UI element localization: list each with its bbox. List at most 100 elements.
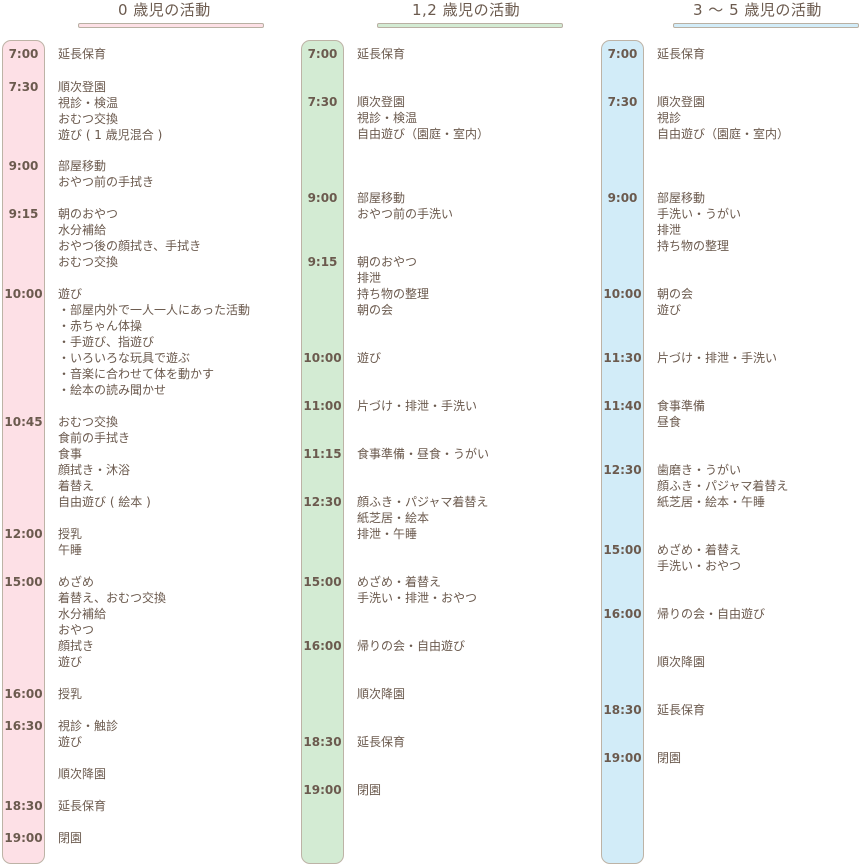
entry-activities: 延長保育 — [657, 702, 705, 718]
entry-time: 9:00 — [8, 159, 39, 173]
entry-time: 7:30 — [607, 95, 638, 109]
activity-line: おむつ交換 — [58, 112, 119, 126]
activity-line: 視診・触診 — [58, 719, 119, 733]
activity-line: めざめ — [58, 575, 95, 589]
activity-line: 顔拭き — [58, 639, 95, 653]
entry-time: 12:00 — [4, 527, 43, 541]
column-age-0: 0 歳児の活動 7:00 延長保育 7:30 順次登園 視診・検温 おむつ交換 遊び ( 1… — [2, 0, 282, 867]
entry-activities: 延長保育 — [58, 798, 106, 814]
entry-activities: 部屋移動 おやつ前の手拭き — [58, 158, 154, 190]
entry-time: 9:15 — [307, 255, 338, 269]
entry-activities: 片づけ・排泄・手洗い — [657, 350, 777, 366]
time-bar — [301, 40, 344, 864]
activity-line: 朝の会 — [357, 303, 394, 317]
activity-line: 紙芝居・絵本・午睡 — [657, 495, 766, 509]
entry-time: 19:00 — [4, 831, 43, 845]
activity-line: ・いろいろな玩具で遊ぶ — [58, 351, 191, 365]
activity-line: 自由遊び（園庭・室内） — [357, 127, 490, 141]
activity-line: 順次降園 — [58, 767, 107, 781]
activity-line: ・音楽に合わせて体を動かす — [58, 367, 215, 381]
activity-line: 部屋移動 — [357, 191, 406, 205]
activity-line: 延長保育 — [357, 735, 406, 749]
entry-time: 9:15 — [8, 207, 39, 221]
activity-line: 排泄 — [657, 223, 682, 237]
entry-time: 7:00 — [607, 47, 638, 61]
entry-time: 11:00 — [303, 399, 342, 413]
activity-line: 延長保育 — [657, 47, 706, 61]
activity-line: めざめ・着替え — [657, 543, 742, 557]
activity-line: 顔ふき・パジャマ着替え — [657, 479, 789, 493]
entry-time: 10:45 — [4, 415, 43, 429]
activity-line: 顔拭き・沐浴 — [58, 463, 131, 477]
entry-activities: 遊び — [357, 350, 381, 366]
column-age-3-5: 3 〜 5 歳児の活動 7:00 延長保育 7:30 順次登園 視診 自由遊び（園庭・室内… — [601, 0, 860, 867]
entry-time: 18:30 — [603, 703, 642, 717]
entry-activities: 順次登園 視診・検温 自由遊び（園庭・室内） — [357, 94, 489, 142]
activity-line: 順次登園 — [58, 80, 107, 94]
activity-line: 部屋移動 — [58, 159, 107, 173]
title-underline — [673, 23, 859, 28]
entry-activities: 片づけ・排泄・手洗い — [357, 398, 477, 414]
activity-line: めざめ・着替え — [357, 575, 442, 589]
activity-line: 自由遊び ( 絵本 ) — [58, 495, 151, 509]
activity-line: 順次登園 — [657, 95, 706, 109]
entry-activities: 視診・触診 遊び — [58, 718, 118, 750]
entry-time: 16:30 — [4, 719, 43, 733]
column-title: 0 歳児の活動 — [118, 1, 211, 19]
entry-time: 19:00 — [603, 751, 642, 765]
column-age-1-2: 1,2 歳児の活動 7:00 延長保育 7:30 順次登園 視診・検温 自由遊び（園庭・室… — [301, 0, 581, 867]
entry-activities: 朝のおやつ 排泄 持ち物の整理 朝の会 — [357, 254, 429, 318]
entry-activities: おむつ交換 食前の手拭き 食事 顔拭き・沐浴 着替え 自由遊び ( 絵本 ) — [58, 414, 151, 510]
activity-line: 自由遊び（園庭・室内） — [657, 127, 790, 141]
time-bar — [2, 40, 45, 864]
entry-activities: 食事準備・昼食・うがい — [357, 446, 489, 462]
entry-activities: 遊び ・部屋内外で一人一人にあった活動 ・赤ちゃん体操 ・手遊び、指遊び ・いろいろな玩… — [58, 286, 250, 398]
entry-time: 7:00 — [307, 47, 338, 61]
activity-line: 持ち物の整理 — [357, 287, 430, 301]
activity-line: ・絵本の読み聞かせ — [58, 383, 167, 397]
entry-time: 15:00 — [4, 575, 43, 589]
activity-line: 着替え — [58, 479, 95, 493]
activity-line: 顔ふき・パジャマ着替え — [357, 495, 489, 509]
activity-line: 部屋移動 — [657, 191, 706, 205]
activity-line: 視診 — [657, 111, 682, 125]
activity-line: 排泄・午睡 — [357, 527, 418, 541]
activity-line: 順次降園 — [357, 687, 406, 701]
activity-line: 視診・検温 — [58, 96, 119, 110]
entry-activities: 延長保育 — [357, 734, 405, 750]
activity-line: 遊び — [58, 655, 83, 669]
activity-line: 食事準備・昼食・うがい — [357, 447, 490, 461]
entry-time: 9:00 — [607, 191, 638, 205]
entry-time: 16:00 — [4, 687, 43, 701]
activity-line: ・部屋内外で一人一人にあった活動 — [58, 303, 251, 317]
activity-line: 遊び — [657, 303, 682, 317]
activity-line: 授乳 — [58, 527, 83, 541]
entry-activities: 部屋移動 おやつ前の手洗い — [357, 190, 453, 222]
activity-line: ・赤ちゃん体操 — [58, 319, 143, 333]
entry-activities: 延長保育 — [657, 46, 705, 62]
activity-line: 朝のおやつ — [357, 255, 418, 269]
entry-activities: 帰りの会・自由遊び — [657, 606, 765, 622]
entry-activities: 順次降園 — [58, 766, 106, 782]
entry-activities: 部屋移動 手洗い・うがい 排泄 持ち物の整理 — [657, 190, 741, 254]
activity-line: 遊び — [357, 351, 382, 365]
activity-line: おやつ — [58, 623, 95, 637]
entry-activities: めざめ・着替え 手洗い・排泄・おやつ — [357, 574, 477, 606]
activity-line: 帰りの会・自由遊び — [657, 607, 766, 621]
entry-activities: めざめ・着替え 手洗い・おやつ — [657, 542, 741, 574]
activity-line: 延長保育 — [357, 47, 406, 61]
entry-time: 11:30 — [603, 351, 642, 365]
entry-time: 16:00 — [603, 607, 642, 621]
entry-time: 12:30 — [603, 463, 642, 477]
entry-time: 18:30 — [303, 735, 342, 749]
activity-line: 延長保育 — [657, 703, 706, 717]
activity-line: 順次降園 — [657, 655, 706, 669]
activity-line: 朝のおやつ — [58, 207, 119, 221]
activity-line: 閉園 — [357, 783, 382, 797]
activity-line: 手洗い・おやつ — [657, 559, 742, 573]
entry-time: 15:00 — [303, 575, 342, 589]
entry-activities: 順次登園視診自由遊び（園庭・室内） — [657, 94, 789, 142]
activity-line: 片づけ・排泄・手洗い — [657, 351, 778, 365]
entry-time: 9:00 — [307, 191, 338, 205]
entry-activities: 順次降園 — [657, 654, 705, 670]
